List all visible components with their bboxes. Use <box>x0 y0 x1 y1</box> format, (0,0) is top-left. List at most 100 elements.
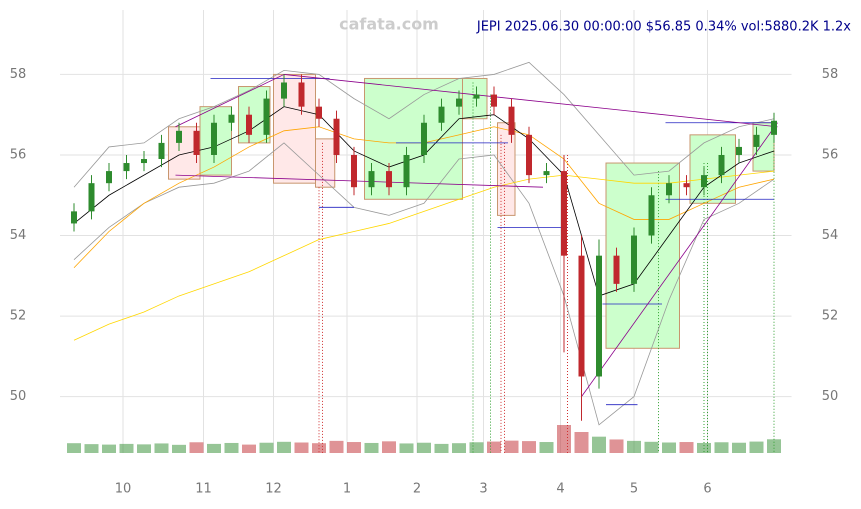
volume-bar <box>329 440 344 453</box>
volume-bar <box>154 443 169 453</box>
y-tick-label: 52 <box>10 309 27 324</box>
volume-bar <box>84 444 99 453</box>
volume-bar <box>259 442 274 453</box>
zone-box <box>689 134 736 204</box>
volume-bar <box>224 442 239 453</box>
volume-bar <box>679 442 694 453</box>
y-tick-label-right: 58 <box>822 67 839 82</box>
x-tick-label: 11 <box>195 482 212 497</box>
candle-body <box>753 134 760 147</box>
x-tick-label: 5 <box>630 482 638 497</box>
y-tick-label-right: 54 <box>822 228 839 243</box>
volume-bar <box>504 440 519 453</box>
volume-bar <box>102 444 116 453</box>
volume-bar <box>557 425 571 453</box>
candle-body <box>333 118 340 155</box>
candle-body <box>106 171 112 184</box>
candle-body <box>561 171 567 256</box>
volume-bar <box>347 442 361 453</box>
candle-body <box>158 142 165 160</box>
candle-body <box>141 159 147 164</box>
volume-bar <box>137 444 151 453</box>
volume-bar <box>434 443 449 453</box>
volume-bar <box>539 442 554 453</box>
candle-body <box>631 235 637 284</box>
candle-body <box>123 163 130 172</box>
volume-bar <box>469 442 484 453</box>
zone-box <box>497 122 516 216</box>
candle-body <box>88 183 95 212</box>
candle-body <box>351 154 357 188</box>
indicator-line <box>73 61 775 188</box>
x-tick-label: 4 <box>556 482 564 497</box>
candle-body <box>543 171 550 176</box>
candle-body <box>71 211 77 224</box>
zone-box <box>364 77 463 200</box>
indicator-line <box>73 142 775 426</box>
volume-bar <box>609 439 624 453</box>
candle-body <box>666 183 672 196</box>
volume-bar <box>644 441 659 453</box>
volume-bar <box>399 443 414 453</box>
candle-body <box>438 106 445 123</box>
candle-body <box>298 82 305 107</box>
volume-bar <box>119 443 134 453</box>
y-tick-label: 56 <box>10 147 27 162</box>
volume-bar <box>522 441 536 453</box>
volume-bar <box>662 442 676 453</box>
candle-body <box>386 171 392 188</box>
x-tick-label: 2 <box>413 482 421 497</box>
y-tick-label-right: 50 <box>822 389 839 404</box>
volume-bar <box>732 442 746 453</box>
volume-bar <box>749 441 764 453</box>
zone-box <box>315 138 336 188</box>
candle-body <box>263 98 270 135</box>
watermark: cafata.com <box>339 15 439 34</box>
volume-bar <box>574 432 589 453</box>
candle-body <box>596 255 602 377</box>
x-tick-label: 10 <box>115 482 132 497</box>
candle-body <box>193 130 200 155</box>
volume-bar <box>312 443 326 453</box>
y-tick-label: 54 <box>10 228 27 243</box>
candle-body <box>456 98 462 107</box>
candle-body <box>648 195 655 236</box>
candle-body <box>683 183 690 188</box>
candle-body <box>526 134 532 176</box>
trend-line <box>175 74 285 128</box>
volume-bar <box>364 442 379 453</box>
candle-body <box>368 171 375 188</box>
volume-bar <box>487 441 501 453</box>
trend-line <box>175 174 544 188</box>
x-tick-label: 6 <box>703 482 711 497</box>
candle-body <box>701 175 707 188</box>
volume-bar <box>242 444 256 453</box>
candle-body <box>316 106 322 119</box>
candle-body <box>281 82 287 99</box>
candle-body <box>771 120 777 135</box>
candle-body <box>491 94 497 107</box>
candle-body <box>578 255 585 377</box>
candle-body <box>473 94 480 99</box>
volume-bar <box>627 440 641 453</box>
candle-body <box>228 114 235 123</box>
x-tick-label: 12 <box>265 482 282 497</box>
volume-bar <box>417 442 431 453</box>
candle-body <box>718 154 725 176</box>
candle-body <box>613 255 620 284</box>
trend-line <box>283 74 778 128</box>
candle-body <box>211 122 217 155</box>
zone-box <box>273 73 316 184</box>
candle-body <box>421 122 427 155</box>
candle-body <box>736 146 742 155</box>
candle-body <box>403 154 410 188</box>
volume-bar <box>67 443 81 453</box>
x-tick-label: 3 <box>479 482 487 497</box>
volume-bar <box>207 443 221 453</box>
volume-bar <box>382 441 396 453</box>
y-tick-label-right: 52 <box>822 309 839 324</box>
volume-bar <box>172 444 186 453</box>
volume-bar <box>592 436 606 453</box>
volume-bar <box>277 441 291 453</box>
